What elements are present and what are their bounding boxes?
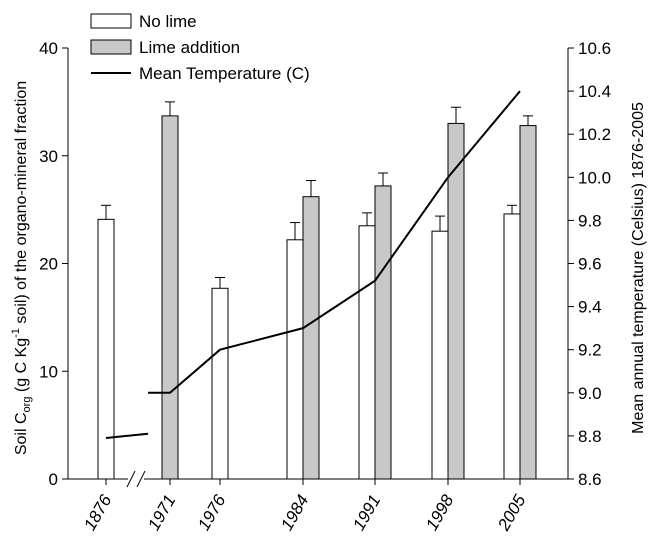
x-tick-label: 2005 (494, 491, 530, 534)
axes: 0 10 20 30 40 8.6 8.8 9.0 9.2 9.4 9.6 9.8 10.0 10.2 10… (39, 39, 611, 535)
y-right-tick-label: 8.6 (578, 470, 602, 489)
legend-swatch-lime-addition (90, 39, 132, 55)
temperature-line (105, 90, 521, 440)
legend-label-no-lime: No lime (139, 12, 197, 31)
y-left-tick-label: 20 (39, 255, 58, 274)
temperature-line-segment (105, 432, 149, 440)
y-left-tick-label: 40 (39, 39, 58, 58)
bar-no-lime (211, 287, 229, 480)
y-right-tick-label: 10.2 (578, 125, 611, 144)
bar-lime-addition (374, 185, 392, 480)
y-right-tick-label: 9.8 (578, 211, 602, 230)
y-axis-left-title: Soil Corg (g C Kg-1 soil) of the organo-… (10, 81, 33, 455)
legend-label-temperature: Mean Temperature (C) (139, 64, 310, 83)
y-right-tick-label: 9.4 (578, 298, 602, 317)
x-tick-label: 1976 (194, 491, 230, 534)
y-right-tick-label: 9.0 (578, 384, 602, 403)
y-left-tick-label: 10 (39, 362, 58, 381)
y-right-tick-label: 10.4 (578, 82, 611, 101)
axis-break-mark (126, 470, 136, 488)
error-bars (101, 101, 533, 289)
y-right-tick-label: 10.6 (578, 39, 611, 58)
y-left-tick-label: 30 (39, 147, 58, 166)
bar-no-lime (503, 213, 521, 480)
bars (97, 115, 537, 480)
bar-lime-addition (302, 196, 320, 480)
bar-lime-addition (161, 115, 179, 480)
x-tick-label: 1876 (80, 491, 116, 534)
temperature-line-segment (148, 90, 521, 394)
y-left-tick-label: 0 (49, 470, 58, 489)
bar-no-lime (286, 239, 304, 480)
axis-break-mark (136, 470, 146, 488)
x-tick-label: 1984 (277, 492, 312, 534)
x-tick-label: 1991 (349, 492, 384, 534)
bar-no-lime (358, 225, 376, 480)
x-tick-label: 1971 (144, 492, 179, 534)
y-right-tick-label: 8.8 (578, 427, 602, 446)
legend: No lime Lime addition Mean Temperature (C) (90, 12, 310, 83)
bar-no-lime (97, 218, 115, 480)
legend-swatch-no-lime (90, 13, 132, 29)
y-right-tick-label: 9.6 (578, 255, 602, 274)
x-tick-label: 1998 (422, 491, 458, 534)
y-right-tick-label: 10.0 (578, 168, 611, 187)
y-axis-right-title: Mean annual temperature (Celsius) 1876-2… (630, 102, 647, 434)
bar-lime-addition (447, 122, 465, 480)
bar-lime-addition (519, 125, 537, 480)
bar-no-lime (431, 230, 449, 480)
legend-label-lime-addition: Lime addition (139, 38, 240, 57)
y-right-tick-label: 9.2 (578, 341, 602, 360)
